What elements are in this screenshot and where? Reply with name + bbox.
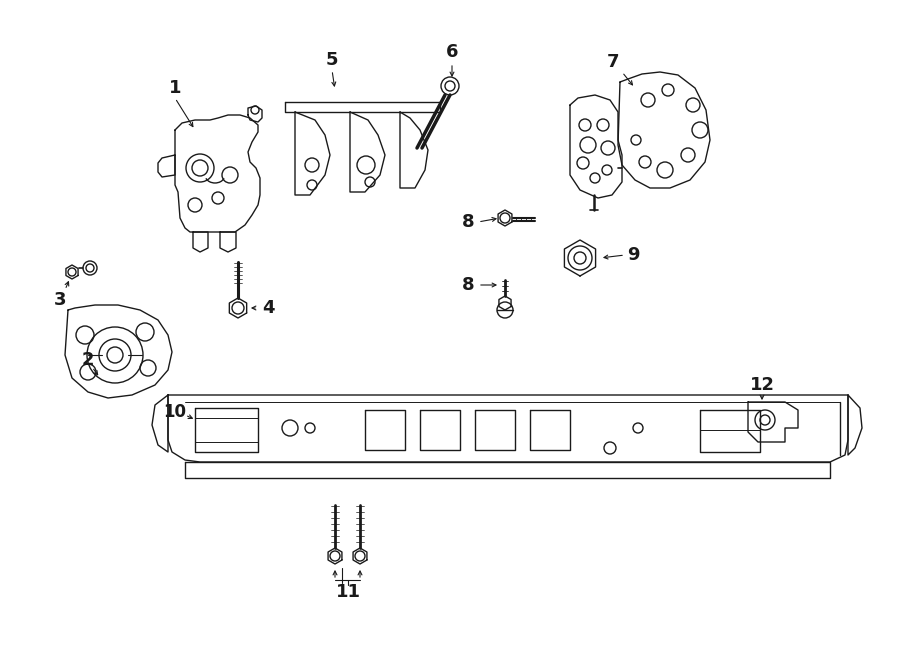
Text: 12: 12 [750,376,775,394]
Text: 3: 3 [54,291,67,309]
Text: 5: 5 [326,51,338,69]
Text: 2: 2 [82,351,94,369]
Text: 1: 1 [169,79,181,97]
Text: 4: 4 [262,299,274,317]
Text: 6: 6 [446,43,458,61]
Text: 7: 7 [607,53,619,71]
Text: 8: 8 [462,276,474,294]
Text: 11: 11 [336,583,361,601]
Text: 10: 10 [164,403,186,421]
Circle shape [497,302,513,318]
Text: 8: 8 [462,213,474,231]
Text: 9: 9 [626,246,639,264]
